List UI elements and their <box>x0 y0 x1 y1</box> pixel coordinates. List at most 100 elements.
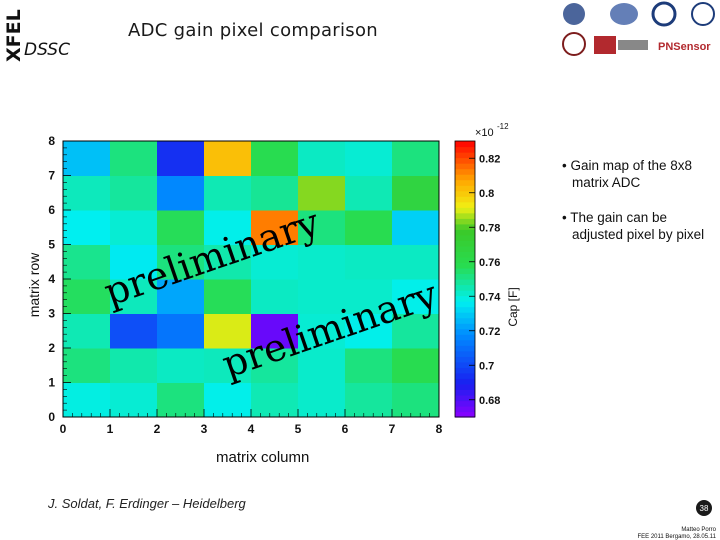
colorbar-segment <box>455 279 475 286</box>
colorbar-segment <box>455 383 475 390</box>
footer-event: FEE 2011 Bergamo, 28.05.11 <box>638 534 717 540</box>
colorbar-segment <box>455 345 475 352</box>
colorbar-segment <box>455 290 475 297</box>
dssc-logo-text: DSSC <box>24 40 70 60</box>
y-tick-label: 0 <box>48 410 55 424</box>
heatmap-cell <box>392 210 440 245</box>
colorbar-segment <box>455 262 475 269</box>
colorbar-exponent-power: -12 <box>497 122 509 131</box>
heatmap-cell <box>204 210 252 245</box>
heatmap-cell <box>392 382 440 418</box>
heatmap-cell <box>298 141 346 176</box>
colorbar-segment <box>455 174 475 181</box>
colorbar-segment <box>455 350 475 357</box>
x-tick-label: 4 <box>248 422 255 436</box>
y-tick-label: 8 <box>48 134 55 148</box>
heatmap-cells <box>63 141 440 418</box>
heatmap-cell <box>251 210 299 245</box>
heatmap-cell <box>298 313 346 349</box>
heatmap-cell <box>392 175 440 211</box>
heatmap-cell <box>345 313 393 349</box>
xfel-logo-text: XFEL <box>4 9 24 62</box>
heatmap-cell <box>157 210 205 245</box>
heatmap-cell <box>157 382 205 418</box>
heatmap-cell <box>345 244 393 280</box>
colorbar-segment <box>455 323 475 330</box>
heatmap-cell <box>298 244 346 280</box>
colorbar-segment <box>455 295 475 302</box>
colorbar-segment <box>455 207 475 214</box>
colorbar-segment <box>455 306 475 313</box>
heatmap-cell <box>157 313 205 349</box>
y-axis-title: matrix row <box>26 252 42 317</box>
colorbar-segment <box>455 223 475 230</box>
heatmap-cell <box>251 279 299 314</box>
heatmap-cell <box>110 210 158 245</box>
heatmap-cell <box>63 175 111 211</box>
heatmap-cell <box>204 382 252 418</box>
colorbar-segment <box>455 245 475 252</box>
colorbar-segment <box>455 196 475 203</box>
heatmap-cell <box>157 175 205 211</box>
colorbar-segment <box>455 328 475 335</box>
heatmap-cell <box>392 313 440 349</box>
colorbar-segment <box>455 201 475 208</box>
y-tick-label: 1 <box>48 376 55 390</box>
colorbar-segment <box>455 400 475 407</box>
colorbar-segment <box>455 317 475 324</box>
colorbar-segment <box>455 405 475 413</box>
x-tick-label: 1 <box>107 422 114 436</box>
colorbar-segment <box>455 334 475 341</box>
heatmap-cell <box>110 382 158 418</box>
heatmap-cell <box>63 313 111 349</box>
x-tick-label: 0 <box>60 422 67 436</box>
colorbar-segment <box>455 179 475 186</box>
heatmap-cell <box>110 348 158 383</box>
heatmap-cell <box>392 141 440 176</box>
colorbar-tick-label: 0.8 <box>479 188 494 200</box>
colorbar-segment <box>455 157 475 164</box>
bullet-text: Gain map of the 8x8 matrix ADC <box>570 158 693 190</box>
heatmap-cell <box>204 244 252 280</box>
x-axis-title: matrix column <box>216 449 310 466</box>
y-tick-label: 2 <box>48 341 55 355</box>
heatmap-cell <box>298 348 346 383</box>
heatmap-cell <box>251 244 299 280</box>
heatmap-cell <box>110 244 158 280</box>
heatmap-cell <box>110 313 158 349</box>
xfel-logo: XFEL <box>4 9 24 62</box>
colorbar-segment <box>455 411 475 418</box>
colorbar-tick-label: 0.7 <box>479 360 494 372</box>
colorbar-segment <box>455 394 475 402</box>
heatmap-cell <box>251 175 299 211</box>
heatmap-cell <box>63 141 111 176</box>
colorbar-segment <box>455 356 475 363</box>
colorbar-segment <box>455 146 475 153</box>
heatmap-cell <box>251 348 299 383</box>
colorbar-segment <box>455 378 475 385</box>
colorbar-segment <box>455 256 475 264</box>
institute-logo-icon <box>563 3 585 25</box>
slide-title: ADC gain pixel comparison <box>128 20 378 41</box>
desy-logo-icon <box>651 1 677 27</box>
colorbar-tick-label: 0.74 <box>479 291 501 303</box>
institute-logo-icon <box>618 40 648 50</box>
y-tick-label: 4 <box>48 272 55 286</box>
heatmap-cell <box>345 210 393 245</box>
colorbar-segment <box>455 190 475 197</box>
heatmap-cell <box>204 279 252 314</box>
colorbar-segment <box>455 229 475 236</box>
y-tick-label: 6 <box>48 203 55 217</box>
colorbar-tick-label: 0.68 <box>479 395 500 407</box>
heatmap-cell <box>345 382 393 418</box>
heatmap-cell <box>251 313 299 349</box>
x-tick-label: 6 <box>342 422 349 436</box>
colorbar-tick-label: 0.82 <box>479 153 500 165</box>
partner-logos: PNSensor <box>562 1 715 56</box>
y-axis-ticks: 0 1 2 3 4 5 6 7 8 <box>48 134 71 424</box>
colorbar-segment <box>455 372 475 379</box>
heatmap-cell <box>63 210 111 245</box>
colorbar-label: Cap [F] <box>506 287 520 326</box>
x-tick-label: 7 <box>389 422 396 436</box>
